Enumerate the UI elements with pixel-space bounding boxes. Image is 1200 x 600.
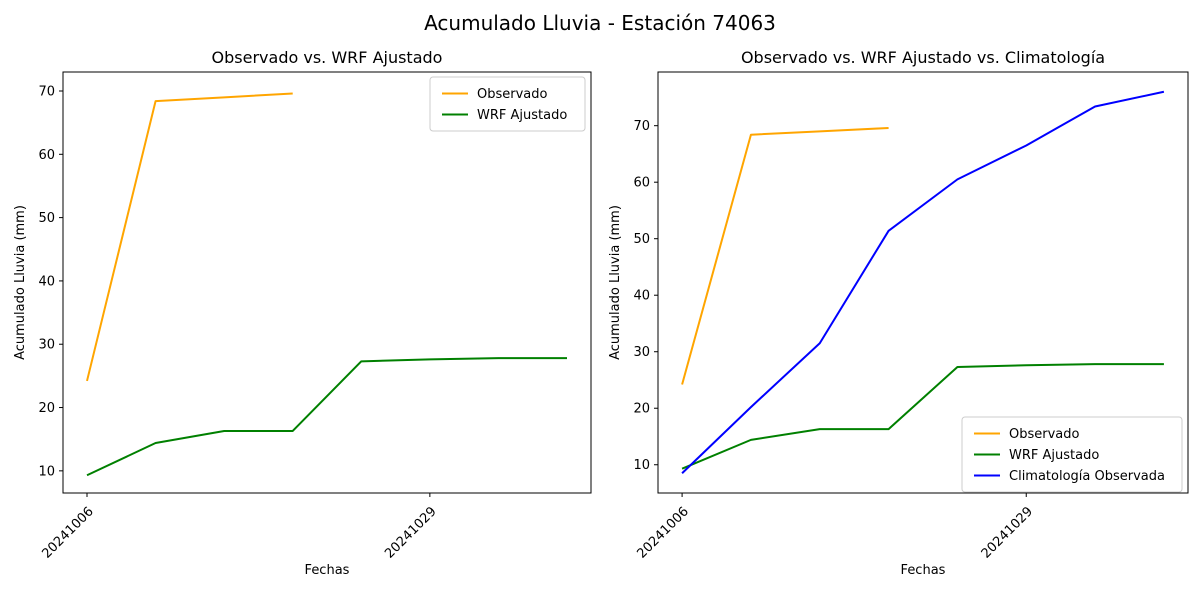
x-axis-label: Fechas	[901, 563, 946, 578]
y-axis-label: Acumulado Lluvia (mm)	[13, 205, 28, 360]
legend-box	[429, 76, 586, 132]
y-tick-label: 70	[633, 119, 650, 134]
legend-label-wrf-ajustado: WRF Ajustado	[477, 108, 567, 123]
x-tick-label: 20241006	[39, 504, 96, 561]
series-line-wrf-ajustado	[681, 363, 1164, 470]
y-tick-label: 50	[38, 211, 55, 226]
plot-1: 10 20 30 40 50 60 70 20241006 20241029 Observado …	[608, 48, 1189, 578]
series-line-wrf-ajustado	[86, 357, 567, 477]
figure-suptitle: Acumulado Lluvia - Estación 74063	[424, 11, 776, 35]
y-tick-label: 60	[38, 148, 55, 163]
series-line-observado	[681, 126, 889, 385]
legend-label-wrf-ajustado: WRF Ajustado	[1009, 448, 1099, 463]
plot-0: 10 20 30 40 50 60 70 20241006 20241029 Observado …	[13, 48, 592, 578]
y-tick-label: 10	[38, 464, 55, 479]
y-tick-label: 20	[38, 401, 55, 416]
legend: Observado WRF Ajustado	[429, 76, 586, 132]
plot-title: Observado vs. WRF Ajustado vs. Climatolo…	[741, 48, 1105, 67]
legend-label-observado: Observado	[1009, 427, 1080, 442]
x-tick-label: 20241006	[635, 504, 692, 561]
legend: Observado WRF Ajustado Climatología Observ…	[961, 416, 1183, 493]
y-tick-label: 40	[38, 274, 55, 289]
y-axis-label: Acumulado Lluvia (mm)	[608, 205, 623, 360]
axes-box	[62, 71, 592, 494]
y-tick-label: 60	[633, 176, 650, 191]
y-tick-label: 30	[38, 338, 55, 353]
x-axis-label: Fechas	[305, 563, 350, 578]
y-tick-label: 50	[633, 232, 650, 247]
series-line-climatolog-a-observada	[681, 90, 1165, 474]
y-tick-label: 20	[633, 402, 650, 417]
series-line-observado	[86, 92, 293, 382]
y-tick-label: 40	[633, 289, 650, 304]
legend-label-observado: Observado	[477, 87, 548, 102]
x-tick-label: 20241029	[382, 504, 439, 561]
y-tick-label: 70	[38, 84, 55, 99]
plot-title: Observado vs. WRF Ajustado	[212, 48, 443, 67]
legend-box	[961, 416, 1183, 493]
y-tick-label: 30	[633, 345, 650, 360]
legend-label-climatolog-a-observada: Climatología Observada	[1009, 469, 1165, 484]
x-tick-label: 20241029	[979, 504, 1036, 561]
y-tick-label: 10	[633, 458, 650, 473]
